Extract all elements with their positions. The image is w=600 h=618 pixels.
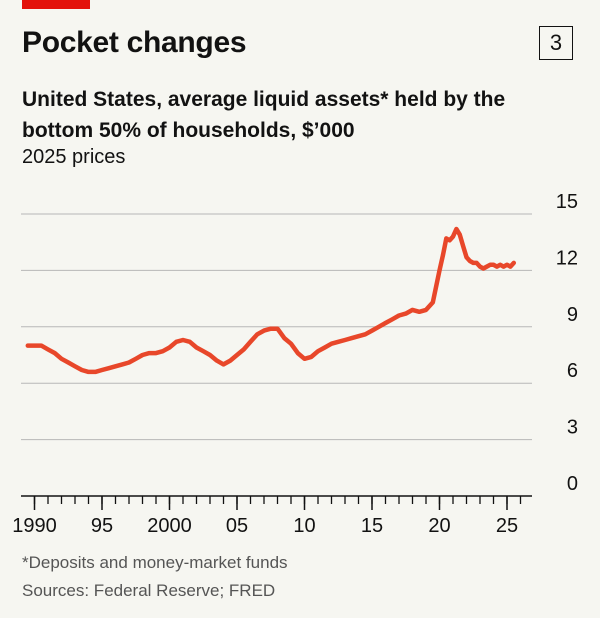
chart-subtitle: United States, average liquid assets* he… bbox=[22, 88, 506, 142]
x-tick-label: 95 bbox=[91, 515, 113, 537]
y-tick-label: 0 bbox=[567, 473, 578, 495]
chart-number-badge: 3 bbox=[539, 26, 573, 60]
y-tick-label: 6 bbox=[567, 360, 578, 382]
y-tick-label: 15 bbox=[556, 191, 578, 213]
x-tick-label: 10 bbox=[293, 515, 315, 537]
chart-title: Pocket changes bbox=[22, 26, 247, 59]
x-tick-label: 20 bbox=[428, 515, 450, 537]
y-tick-label: 9 bbox=[567, 304, 578, 326]
series-line-0 bbox=[25, 226, 517, 375]
y-tick-label: 12 bbox=[556, 247, 578, 269]
y-tick-label: 3 bbox=[567, 417, 578, 439]
x-tick-label: 2000 bbox=[147, 515, 192, 537]
brand-red-tag bbox=[22, 0, 90, 9]
footnote: *Deposits and money-market funds bbox=[22, 553, 288, 572]
chart-unit-label: 2025 prices bbox=[22, 146, 126, 168]
x-tick-label: 05 bbox=[226, 515, 248, 537]
source-note: Sources: Federal Reserve; FRED bbox=[22, 581, 276, 600]
x-tick-label: 15 bbox=[361, 515, 383, 537]
x-tick-label: 25 bbox=[496, 515, 518, 537]
x-tick-label: 1990 bbox=[12, 515, 57, 537]
